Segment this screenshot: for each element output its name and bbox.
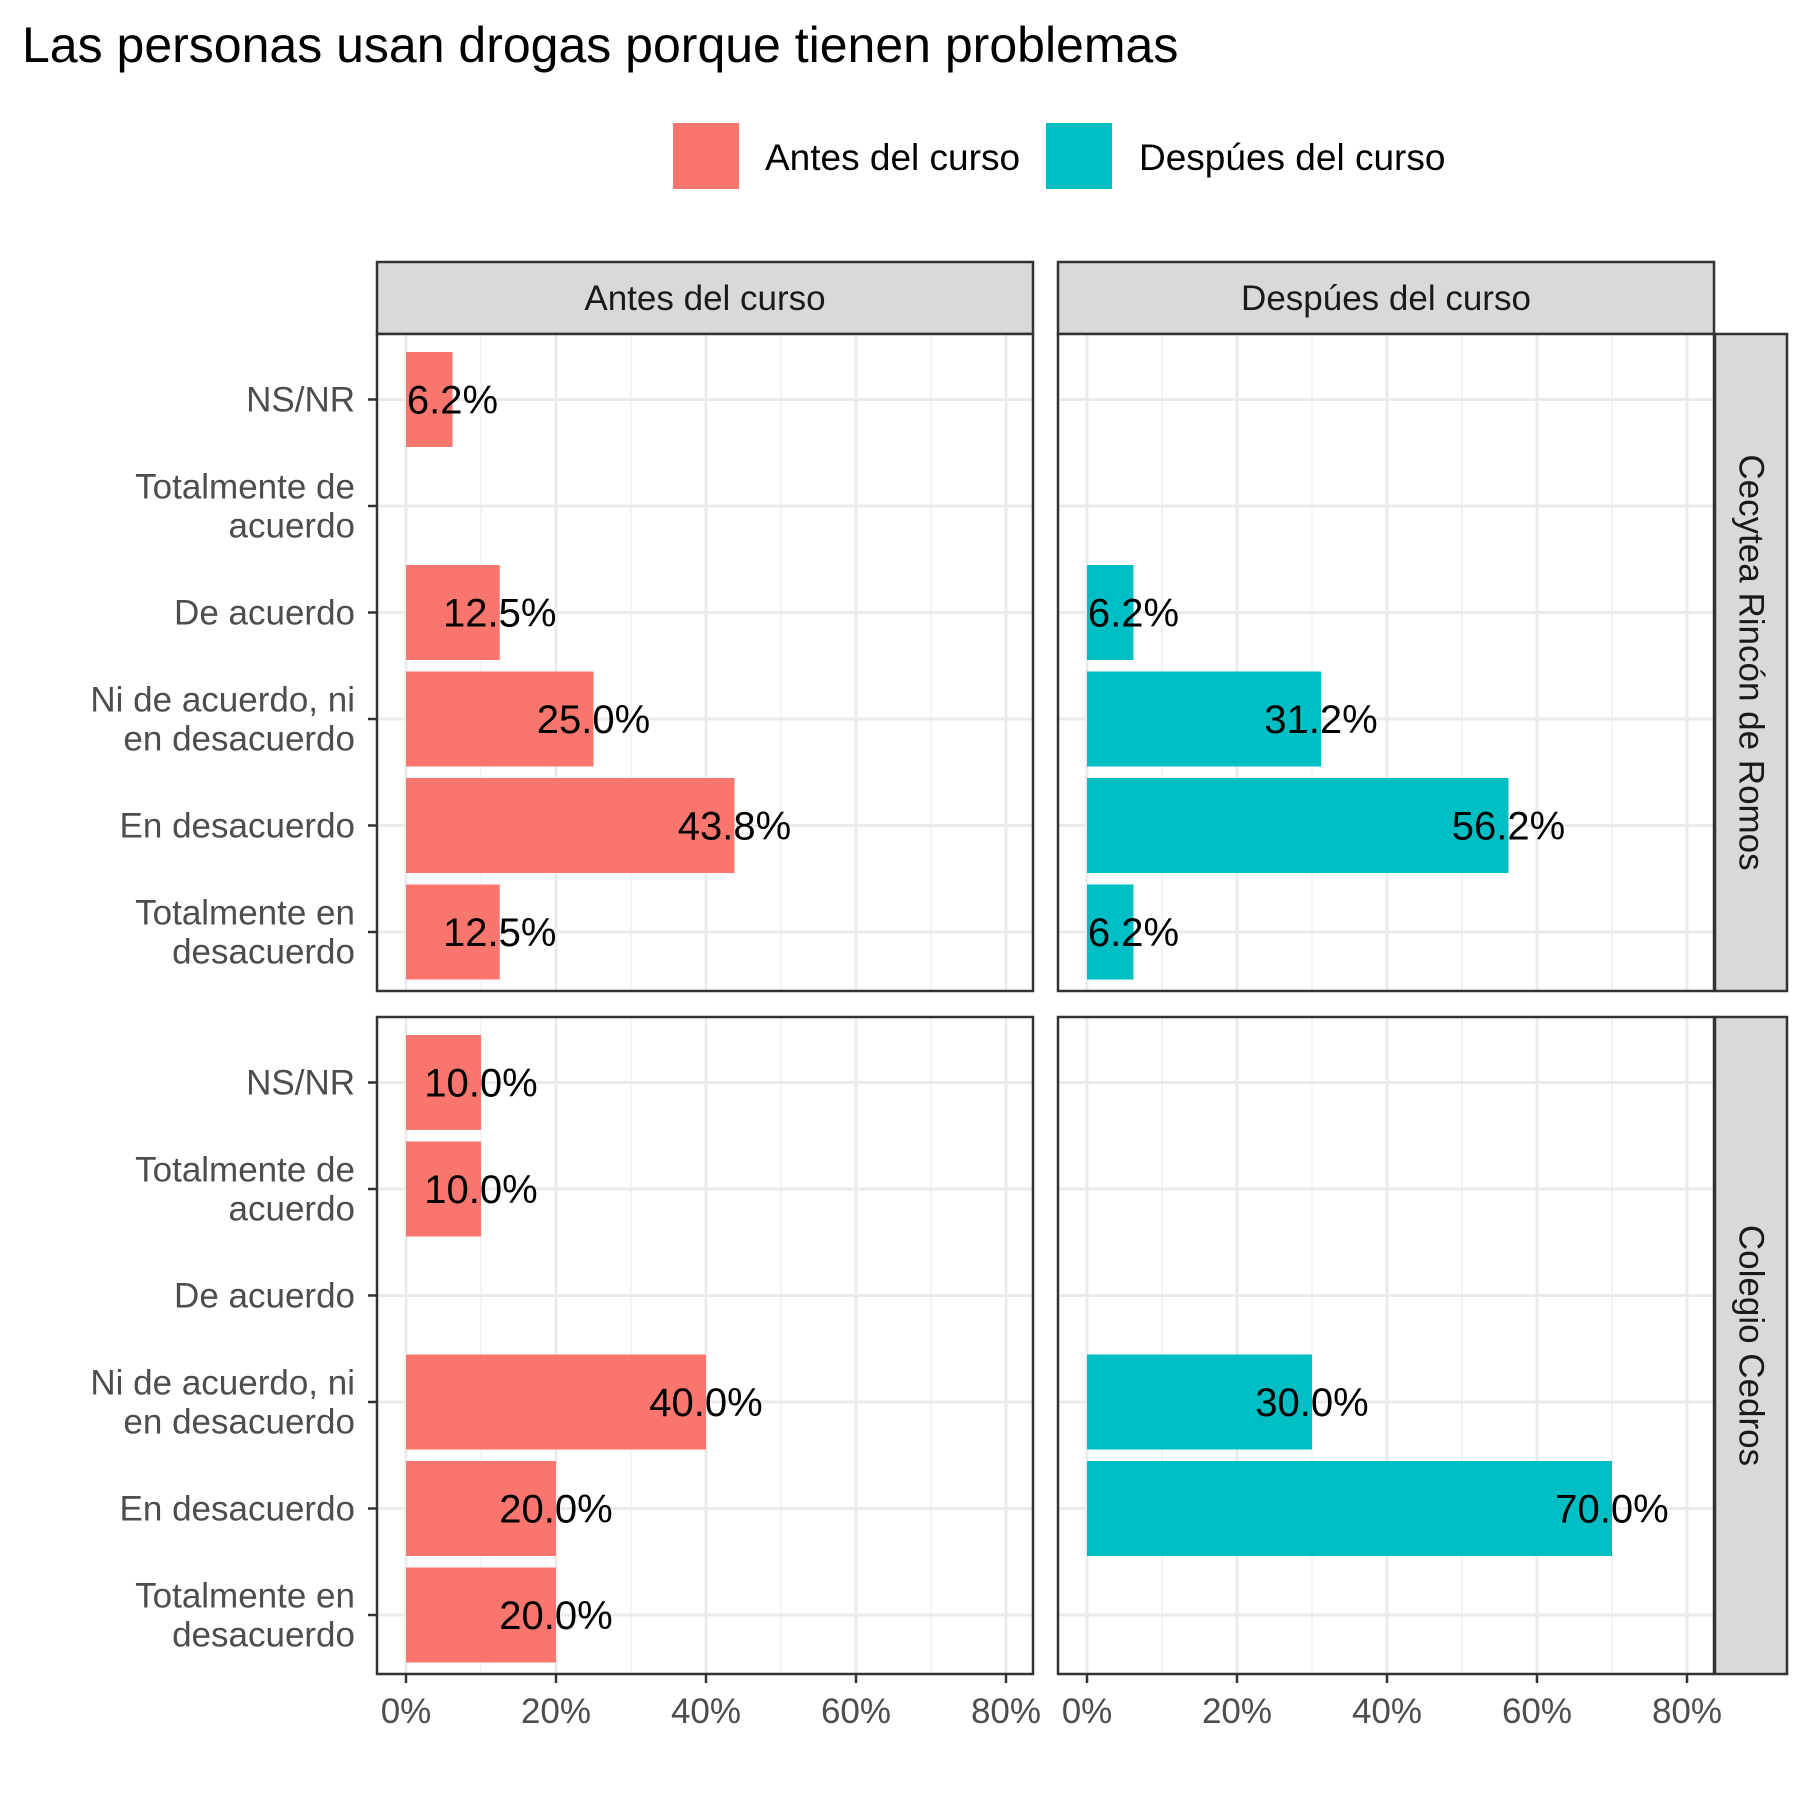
legend-key-despues — [1046, 123, 1112, 189]
y-axis-label: NS/NR — [246, 381, 355, 420]
bar — [1087, 778, 1509, 873]
y-axis-label-line: acuerdo — [229, 507, 355, 546]
bar — [406, 1354, 706, 1450]
y-axis-label: Ni de acuerdo, ni en desacuerdo — [90, 681, 355, 759]
y-axis-label: NS/NR — [246, 1064, 355, 1103]
chart-title: Las personas usan drogas porque tienen p… — [22, 17, 1178, 73]
y-axis-label: En desacuerdo — [120, 807, 355, 846]
data-label: 10.0% — [424, 1168, 537, 1212]
data-label: 56.2% — [1452, 805, 1565, 849]
x-axis-tick-label: 80% — [971, 1692, 1041, 1731]
data-label: 30.0% — [1255, 1381, 1368, 1425]
x-axis-tick-label: 60% — [1502, 1692, 1572, 1731]
data-label: 6.2% — [407, 379, 498, 423]
x-axis-tick-label: 0% — [1062, 1692, 1113, 1731]
x-axis-tick-label: 60% — [821, 1692, 891, 1731]
y-axis-label-line: En desacuerdo — [120, 1490, 355, 1529]
y-axis-label-line: Ni de acuerdo, ni — [90, 681, 355, 720]
panel: 30.0% 70.0% — [1056, 1015, 1716, 1676]
y-axis-label: Totalmente de acuerdo — [135, 468, 355, 546]
facet-strip-label: Antes del curso — [584, 279, 825, 318]
x-axis-tick-label: 80% — [1652, 1692, 1722, 1731]
bar — [1087, 671, 1321, 767]
y-axis-label: Ni de acuerdo, ni en desacuerdo — [90, 1364, 355, 1442]
bar — [406, 1567, 556, 1663]
y-axis-label: Totalmente en desacuerdo — [135, 894, 355, 972]
y-axis-label: De acuerdo — [174, 1277, 355, 1316]
panel: 10.0% 10.0% 40.0% 20.0% 20.0% — [375, 1015, 1035, 1676]
x-axis-tick-label: 0% — [381, 1692, 432, 1731]
x-axis-tick-label: 20% — [521, 1692, 591, 1731]
y-axis-label: De acuerdo — [174, 594, 355, 633]
y-axis-label-line: en desacuerdo — [123, 1403, 355, 1442]
facet-strip-row — [1713, 332, 1789, 993]
y-axis-label: En desacuerdo — [120, 1490, 355, 1529]
panel: 6.2% 12.5% 25.0% 43.8% 12.5% — [375, 332, 1035, 993]
y-axis-label-line: Totalmente en — [135, 1577, 355, 1616]
bar — [1087, 1461, 1612, 1556]
data-label: 43.8% — [678, 805, 791, 849]
y-axis-label: Totalmente de acuerdo — [135, 1151, 355, 1229]
bar — [406, 352, 453, 447]
facet-strip-column — [1056, 260, 1716, 336]
y-axis-label-line: De acuerdo — [174, 1277, 355, 1316]
data-label: 31.2% — [1264, 698, 1377, 742]
data-label: 70.0% — [1555, 1488, 1668, 1532]
facet-strip-column — [375, 260, 1035, 336]
facet-strip-label: Despúes del curso — [1241, 279, 1531, 318]
y-axis-label: Totalmente en desacuerdo — [135, 1577, 355, 1655]
panel-border — [375, 332, 1035, 993]
bar — [1087, 1354, 1312, 1450]
facet-strip-label: Colegio Cedros — [1732, 1225, 1771, 1466]
y-axis-label-line: en desacuerdo — [123, 720, 355, 759]
bar — [406, 884, 500, 980]
bar — [1087, 565, 1134, 660]
x-axis-tick-label: 40% — [671, 1692, 741, 1731]
data-label: 40.0% — [649, 1381, 762, 1425]
bar — [406, 565, 500, 660]
data-label: 20.0% — [499, 1488, 612, 1532]
data-label: 20.0% — [499, 1594, 612, 1638]
data-label: 10.0% — [424, 1062, 537, 1106]
y-axis-label-line: En desacuerdo — [120, 807, 355, 846]
x-axis-tick-label: 20% — [1202, 1692, 1272, 1731]
facet-strip-label: Cecytea Rincón de Romos — [1732, 454, 1771, 870]
bar — [406, 1035, 481, 1130]
data-label: 12.5% — [443, 592, 556, 636]
y-axis-label-line: NS/NR — [246, 1064, 355, 1103]
y-axis-label-line: desacuerdo — [172, 1616, 355, 1655]
legend-key-antes — [673, 123, 739, 189]
bar — [1087, 884, 1134, 980]
y-axis-label-line: NS/NR — [246, 381, 355, 420]
y-axis-label-line: desacuerdo — [172, 933, 355, 972]
y-axis-label-line: acuerdo — [229, 1190, 355, 1229]
data-label: 12.5% — [443, 911, 556, 955]
legend-label: Antes del curso — [765, 137, 1020, 178]
y-axis-label-line: Totalmente de — [135, 1151, 355, 1190]
data-label: 6.2% — [1088, 911, 1179, 955]
bar — [406, 1141, 481, 1237]
panel: 6.2% 31.2% 56.2% 6.2% — [1056, 332, 1716, 993]
y-axis-label-line: De acuerdo — [174, 594, 355, 633]
y-axis-label-line: Totalmente de — [135, 468, 355, 507]
y-axis-label-line: Ni de acuerdo, ni — [90, 1364, 355, 1403]
x-axis-tick-label: 40% — [1352, 1692, 1422, 1731]
y-axis-label-line: Totalmente en — [135, 894, 355, 933]
data-label: 6.2% — [1088, 592, 1179, 636]
data-label: 25.0% — [537, 698, 650, 742]
legend-label: Despúes del curso — [1139, 137, 1445, 178]
bar — [406, 1461, 556, 1556]
panel-border — [1056, 332, 1716, 993]
facet-strip-row — [1713, 1015, 1789, 1676]
bar — [406, 671, 594, 767]
bar — [406, 778, 735, 873]
